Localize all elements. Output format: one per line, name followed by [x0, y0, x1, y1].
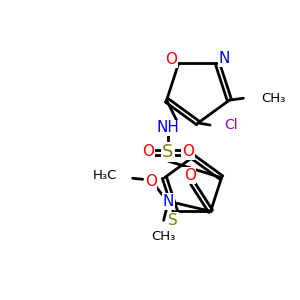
Text: O: O: [184, 168, 196, 183]
Text: O: O: [166, 52, 178, 67]
Text: N: N: [219, 51, 230, 66]
Text: O: O: [145, 174, 157, 189]
Text: CH₃: CH₃: [261, 92, 286, 105]
Text: O: O: [142, 145, 154, 160]
Text: Cl: Cl: [224, 118, 238, 132]
Text: H₃C: H₃C: [92, 169, 117, 182]
Text: NH: NH: [157, 121, 179, 136]
Text: N: N: [163, 194, 174, 209]
Text: S: S: [169, 213, 178, 228]
Text: S: S: [162, 143, 174, 161]
Text: O: O: [182, 145, 194, 160]
Text: CH₃: CH₃: [152, 230, 176, 243]
